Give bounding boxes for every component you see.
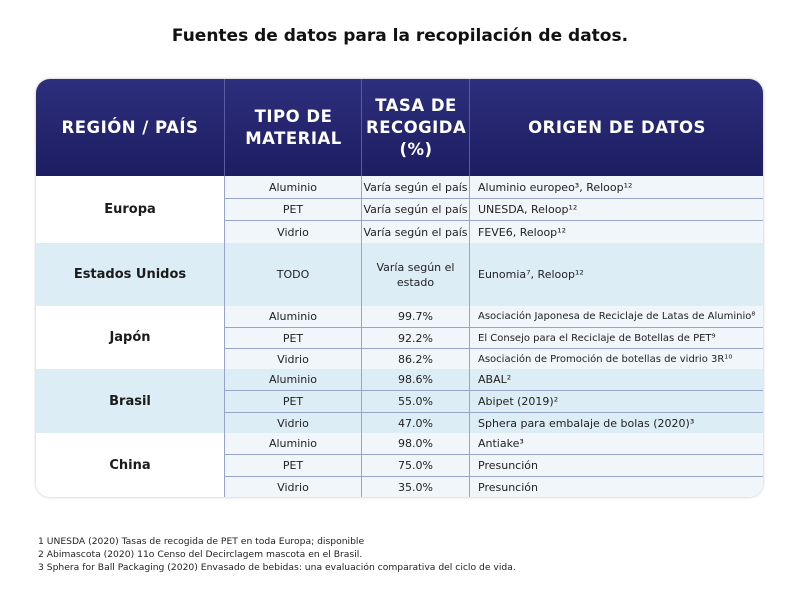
region-cell: China <box>109 457 151 473</box>
data-sources-table: REGIÓN / PAÍS TIPO DE MATERIAL TASA DE R… <box>36 79 763 497</box>
rate-cell: 98.0% <box>361 433 469 454</box>
material-cell: PET <box>224 328 361 348</box>
source-cell: Presunción <box>469 455 763 476</box>
source-cell: Sphera para embalaje de bolas (2020)³ <box>469 413 763 434</box>
group-japon: Japón Aluminio 99.7% Asociación Japonesa… <box>36 306 763 370</box>
material-cell: Vidrio <box>224 349 361 370</box>
source-cell: Presunción <box>469 477 763 497</box>
material-cell: PET <box>224 455 361 476</box>
material-cell: PET <box>224 199 361 220</box>
table-row: PET 75.0% Presunción <box>224 454 763 476</box>
material-cell: Aluminio <box>224 176 361 198</box>
material-cell: Vidrio <box>224 221 361 243</box>
group-estados-unidos: Estados Unidos TODO Varía según el estad… <box>36 243 763 306</box>
source-cell: Aluminio europeo³, Reloop¹² <box>469 176 763 198</box>
header-rate-label: TASA DE RECOGIDA (%) <box>366 95 467 159</box>
region-cell: Japón <box>109 330 151 345</box>
material-cell: PET <box>224 391 361 412</box>
table-row: PET 92.2% El Consejo para el Reciclaje d… <box>224 327 763 348</box>
source-cell: Antiake³ <box>469 433 763 454</box>
table-row: Aluminio 98.0% Antiake³ <box>224 433 763 454</box>
region-cell: Estados Unidos <box>73 267 187 282</box>
source-cell: ABAL² <box>469 369 763 390</box>
group-china: China Aluminio 98.0% Antiake³ PET 75.0% … <box>36 433 763 497</box>
material-cell: Vidrio <box>224 413 361 434</box>
header-rate: TASA DE RECOGIDA (%) <box>361 79 470 176</box>
table-header: REGIÓN / PAÍS TIPO DE MATERIAL TASA DE R… <box>36 79 763 176</box>
table-row: Vidrio Varía según el país FEVE6, Reloop… <box>224 220 763 243</box>
source-cell: FEVE6, Reloop¹² <box>469 221 763 243</box>
footnotes: 1 UNESDA (2020) Tasas de recogida de PET… <box>38 535 778 574</box>
table-body: Europa Aluminio Varía según el país Alum… <box>36 176 763 497</box>
footnote: 3 Sphera for Ball Packaging (2020) Envas… <box>38 562 516 573</box>
rate-cell: 99.7% <box>361 306 469 327</box>
source-cell: Abipet (2019)² <box>469 391 763 412</box>
rate-cell: 55.0% <box>361 391 469 412</box>
source-cell: Asociación de Promoción de botellas de v… <box>469 349 763 370</box>
rate-cell: Varía según el país <box>361 176 469 198</box>
rate-cell-text: Varía según el estado <box>376 260 455 289</box>
group-brasil: Brasil Aluminio 98.6% ABAL² PET 55.0% Ab… <box>36 369 763 434</box>
group-europa: Europa Aluminio Varía según el país Alum… <box>36 176 763 243</box>
region-cell: Europa <box>104 202 156 217</box>
material-cell: TODO <box>224 243 361 306</box>
header-source: ORIGEN DE DATOS <box>469 79 763 176</box>
table-row: Vidrio 47.0% Sphera para embalaje de bol… <box>224 412 763 434</box>
region-cell: Brasil <box>109 393 151 409</box>
footnote: 1 UNESDA (2020) Tasas de recogida de PET… <box>38 536 365 547</box>
rate-cell: Varía según el país <box>361 199 469 220</box>
page-title: Fuentes de datos para la recopilación de… <box>171 26 629 46</box>
table-row: Vidrio 35.0% Presunción <box>224 476 763 497</box>
rate-cell: 35.0% <box>361 477 469 497</box>
table-row: Aluminio 99.7% Asociación Japonesa de Re… <box>224 306 763 327</box>
rate-cell: 75.0% <box>361 455 469 476</box>
footnote: 2 Abimascota (2020) 11o Censo del Decirc… <box>38 549 363 560</box>
rate-cell: 47.0% <box>361 413 469 434</box>
source-cell: Asociación Japonesa de Reciclaje de Lata… <box>469 306 763 327</box>
table-row: PET Varía según el país UNESDA, Reloop¹² <box>224 198 763 220</box>
source-cell: Eunomia⁷, Reloop¹² <box>469 243 763 306</box>
material-cell: Aluminio <box>224 369 361 390</box>
rate-cell: Varía según el país <box>361 221 469 243</box>
rate-cell: 92.2% <box>361 328 469 348</box>
table-row: TODO Varía según el estado Eunomia⁷, Rel… <box>224 243 763 306</box>
material-cell: Aluminio <box>224 433 361 454</box>
material-cell: Vidrio <box>224 477 361 497</box>
material-cell: Aluminio <box>224 306 361 327</box>
table-row: PET 55.0% Abipet (2019)² <box>224 390 763 412</box>
rate-cell: Varía según el estado <box>361 243 469 306</box>
header-region: REGIÓN / PAÍS <box>61 117 199 137</box>
source-cell: El Consejo para el Reciclaje de Botellas… <box>469 328 763 348</box>
rate-cell: 98.6% <box>361 369 469 390</box>
rate-cell: 86.2% <box>361 349 469 370</box>
source-cell: UNESDA, Reloop¹² <box>469 199 763 220</box>
table-row: Vidrio 86.2% Asociación de Promoción de … <box>224 348 763 370</box>
table-row: Aluminio Varía según el país Aluminio eu… <box>224 176 763 198</box>
header-material-label: TIPO DE MATERIAL <box>245 106 342 148</box>
header-material: TIPO DE MATERIAL <box>224 79 362 176</box>
table-row: Aluminio 98.6% ABAL² <box>224 369 763 390</box>
